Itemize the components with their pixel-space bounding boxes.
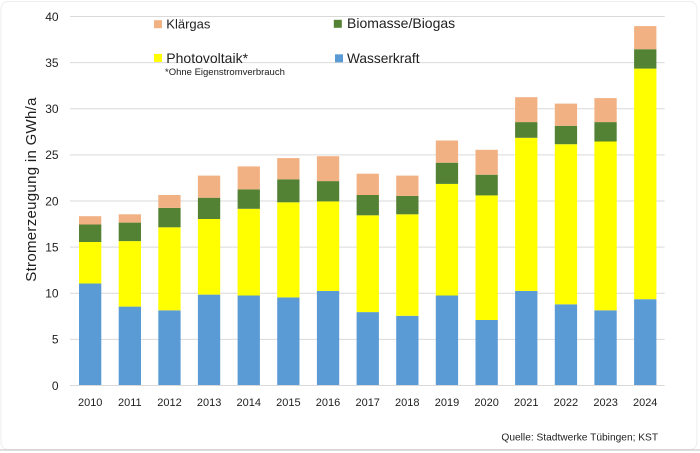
svg-text:*Ohne Eigenstromverbrauch: *Ohne Eigenstromverbrauch [165,67,285,78]
svg-text:2014: 2014 [237,397,261,409]
svg-text:2021: 2021 [514,397,538,409]
svg-text:Biomasse/Biogas: Biomasse/Biogas [347,15,455,31]
svg-text:0: 0 [52,379,59,393]
svg-text:2017: 2017 [355,397,379,409]
svg-text:2016: 2016 [316,397,340,409]
svg-text:15: 15 [45,240,59,254]
svg-text:Wasserkraft: Wasserkraft [347,51,420,66]
svg-text:5: 5 [52,333,59,347]
svg-text:2023: 2023 [593,397,617,409]
svg-text:2020: 2020 [474,397,498,409]
svg-text:2012: 2012 [157,397,181,409]
svg-text:2019: 2019 [435,397,459,409]
svg-text:2015: 2015 [276,397,300,409]
svg-text:Klärgas: Klärgas [166,16,211,31]
svg-text:2010: 2010 [78,397,102,409]
svg-text:25: 25 [45,148,59,162]
svg-text:Quelle: Stadtwerke Tübingen; K: Quelle: Stadtwerke Tübingen; KST [501,433,658,444]
svg-text:2022: 2022 [554,397,578,409]
svg-text:30: 30 [45,102,59,116]
svg-text:10: 10 [45,287,59,301]
svg-text:2011: 2011 [118,397,142,409]
svg-text:2018: 2018 [395,397,419,409]
svg-text:2024: 2024 [633,397,657,409]
svg-text:20: 20 [45,194,59,208]
svg-text:Photovoltaik*: Photovoltaik* [166,50,248,66]
svg-text:35: 35 [45,56,59,70]
svg-text:40: 40 [45,10,59,24]
svg-text:Stromerzeugung in GWh/a: Stromerzeugung in GWh/a [23,97,40,282]
svg-text:2013: 2013 [197,397,221,409]
